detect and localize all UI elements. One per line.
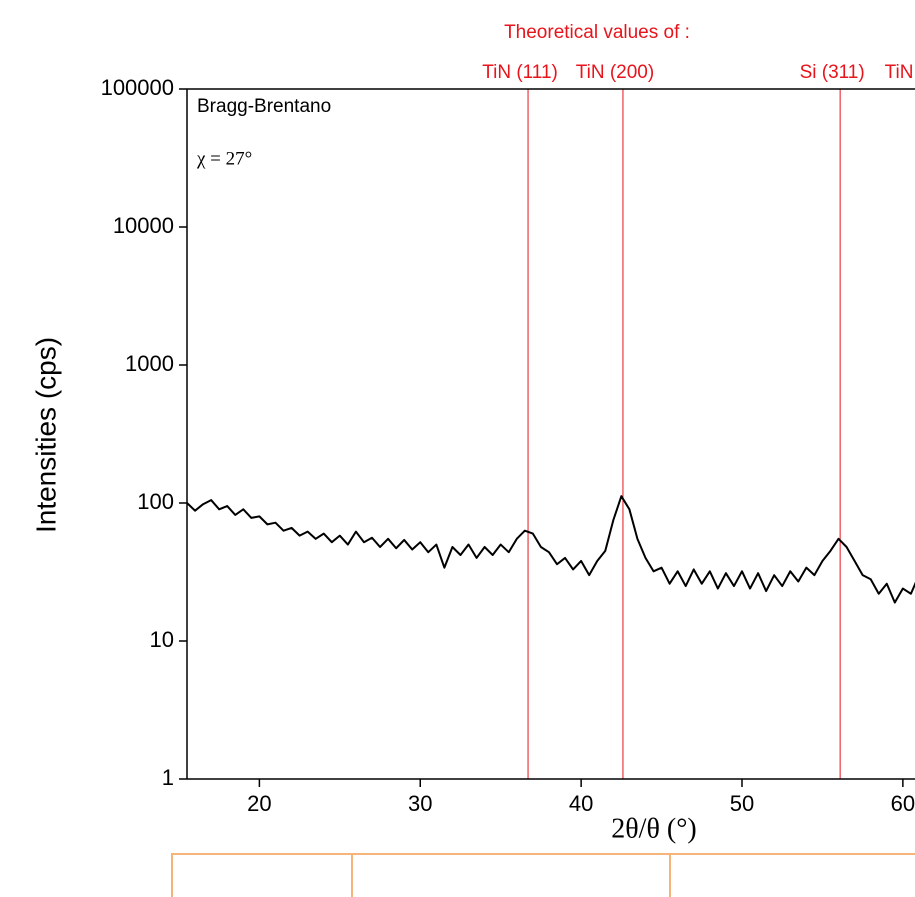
y-tick-label: 1: [162, 765, 174, 790]
reference-label: TiN (220): [885, 62, 915, 83]
annotation: χ = 27°: [196, 148, 252, 169]
reference-title: Theoretical values of :: [504, 22, 690, 43]
table-header: [171, 853, 915, 897]
annotation: Bragg-Brentano: [197, 96, 331, 117]
x-tick-label: 20: [247, 791, 271, 816]
x-tick-label: 50: [730, 791, 754, 816]
plot-area: [187, 89, 915, 779]
x-axis-label: 2θ/θ (°): [611, 813, 696, 844]
y-tick-label: 10: [150, 627, 174, 652]
y-tick-label: 1000: [125, 351, 174, 376]
reference-label: Si (311): [800, 62, 865, 83]
reference-label: TiN (200): [576, 62, 654, 83]
x-tick-label: 60: [891, 791, 915, 816]
y-axis-label: Intensities (cps): [30, 337, 61, 533]
data-line: [187, 495, 915, 604]
y-tick-label: 10000: [113, 213, 174, 238]
x-tick-label: 30: [408, 791, 432, 816]
y-tick-label: 100000: [101, 75, 174, 100]
y-tick-label: 100: [137, 489, 174, 514]
table-row: [171, 853, 915, 897]
x-tick-label: 40: [569, 791, 593, 816]
reference-label: TiN (111): [482, 62, 558, 83]
